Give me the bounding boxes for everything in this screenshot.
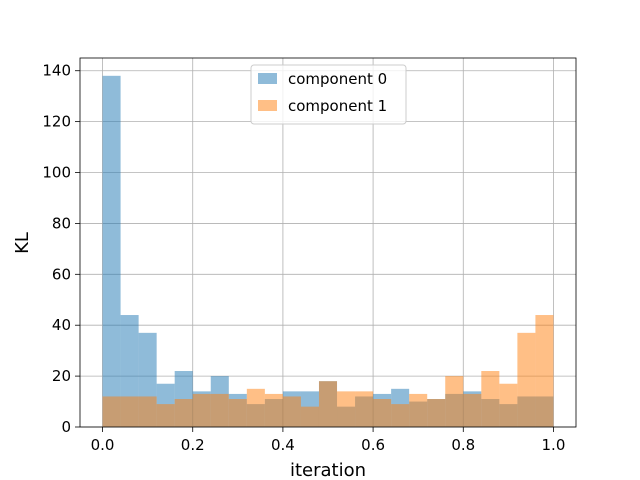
bar-component-1 — [535, 315, 554, 427]
y-axis-label: KL — [12, 232, 33, 254]
y-tick-label: 140 — [42, 62, 71, 80]
bar-component-1 — [391, 404, 410, 427]
series-component-1-bars — [102, 315, 554, 427]
bar-component-1 — [463, 393, 482, 427]
x-axis-ticks: 0.0 0.2 0.4 0.6 0.8 1.0 — [91, 427, 566, 454]
x-tick-label: 0.2 — [181, 436, 205, 454]
legend-label-component-0: component 0 — [288, 70, 387, 88]
bar-component-1 — [373, 399, 392, 427]
bar-component-1 — [337, 391, 356, 427]
y-tick-label: 0 — [61, 418, 71, 436]
x-tick-label: 0.6 — [361, 436, 385, 454]
legend-swatch-component-0 — [258, 73, 277, 84]
bar-component-1 — [138, 396, 157, 427]
bar-component-0 — [102, 75, 121, 428]
x-axis-label: iteration — [290, 460, 366, 480]
x-tick-label: 0.8 — [451, 436, 475, 454]
y-tick-label: 100 — [42, 164, 71, 182]
bar-component-1 — [228, 399, 247, 427]
legend: component 0 component 1 — [250, 64, 407, 125]
bar-component-1 — [427, 399, 446, 427]
legend-swatch-component-1 — [258, 100, 277, 111]
y-tick-label: 40 — [52, 316, 71, 334]
bar-component-1 — [445, 376, 464, 427]
bar-component-1 — [499, 383, 518, 427]
bar-component-1 — [409, 393, 428, 427]
y-tick-label: 20 — [52, 367, 71, 385]
bar-component-1 — [517, 332, 536, 427]
bar-component-1 — [300, 406, 319, 427]
bar-component-1 — [174, 399, 193, 427]
bar-component-1 — [282, 396, 301, 427]
y-tick-label: 60 — [52, 265, 71, 283]
bar-component-1 — [264, 393, 283, 427]
bar-component-1 — [102, 396, 121, 427]
plot-frame — [79, 57, 577, 428]
y-tick-label: 120 — [42, 113, 71, 131]
bar-component-1 — [246, 388, 265, 427]
x-tick-label: 1.0 — [542, 436, 566, 454]
bar-component-1 — [318, 381, 338, 427]
bar-component-1 — [210, 393, 229, 427]
y-tick-label: 80 — [52, 214, 71, 232]
bar-component-1 — [156, 404, 175, 427]
x-tick-label: 0.0 — [91, 436, 115, 454]
legend-label-component-1: component 1 — [288, 97, 387, 115]
bar-component-1 — [192, 393, 211, 427]
legend-box — [250, 64, 407, 125]
x-tick-label: 0.4 — [271, 436, 295, 454]
bar-component-1 — [120, 396, 139, 427]
bar-component-1 — [481, 371, 500, 427]
y-axis-ticks: 0 20 40 60 80 100 120 140 — [42, 62, 80, 436]
bar-component-1 — [355, 391, 374, 427]
